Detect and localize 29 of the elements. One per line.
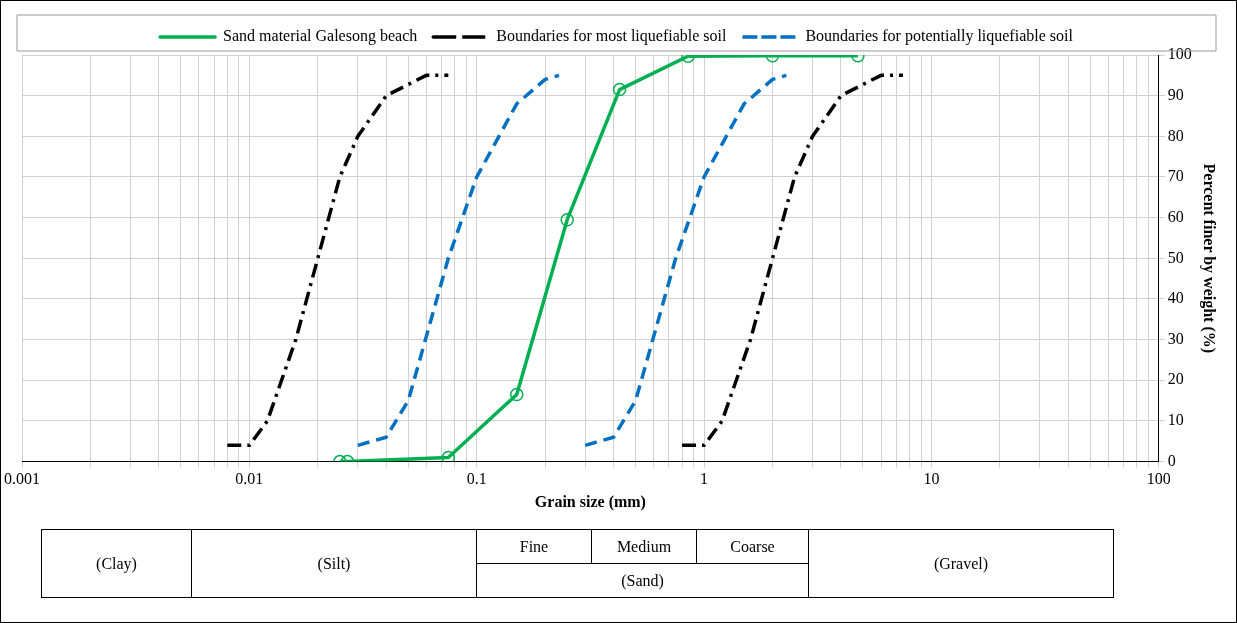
y-tick-label: 50 bbox=[1167, 248, 1184, 266]
x-tick-label: 1 bbox=[700, 470, 709, 488]
y-tick-label: 30 bbox=[1167, 329, 1184, 347]
legend-label: Boundaries for potentially liquefiable soil bbox=[805, 27, 1074, 46]
y-tick-label: 100 bbox=[1167, 45, 1192, 63]
x-tick-label: 0.001 bbox=[4, 470, 40, 488]
y-tick-label: 20 bbox=[1167, 370, 1184, 388]
y-tick-label: 0 bbox=[1167, 451, 1176, 469]
text: (Sand) bbox=[476, 563, 809, 598]
y-tick-label: 40 bbox=[1167, 289, 1184, 307]
legend-label: Boundaries for most liquefiable soil bbox=[496, 27, 727, 46]
y-tick-label: 90 bbox=[1167, 85, 1184, 103]
y-axis-title: Percent finer by weight (%) bbox=[1200, 163, 1219, 354]
text: (Gravel) bbox=[808, 529, 1114, 598]
text: Coarse bbox=[696, 529, 809, 564]
legend-label: Sand material Galesong beach bbox=[223, 27, 418, 46]
x-tick-label: 100 bbox=[1146, 470, 1171, 488]
x-tick-label: 10 bbox=[923, 470, 940, 488]
y-tick-label: 80 bbox=[1167, 126, 1184, 144]
text: Medium bbox=[591, 529, 697, 564]
x-tick-label: 0.1 bbox=[466, 470, 487, 488]
text: (Clay) bbox=[41, 529, 192, 598]
x-tick-label: 0.01 bbox=[235, 470, 264, 488]
y-tick-label: 10 bbox=[1167, 411, 1184, 429]
text: (Silt) bbox=[191, 529, 477, 598]
y-tick-label: 70 bbox=[1167, 167, 1184, 185]
y-tick-label: 60 bbox=[1167, 207, 1184, 225]
x-axis-title: Grain size (mm) bbox=[534, 492, 646, 511]
text: Fine bbox=[476, 529, 592, 564]
